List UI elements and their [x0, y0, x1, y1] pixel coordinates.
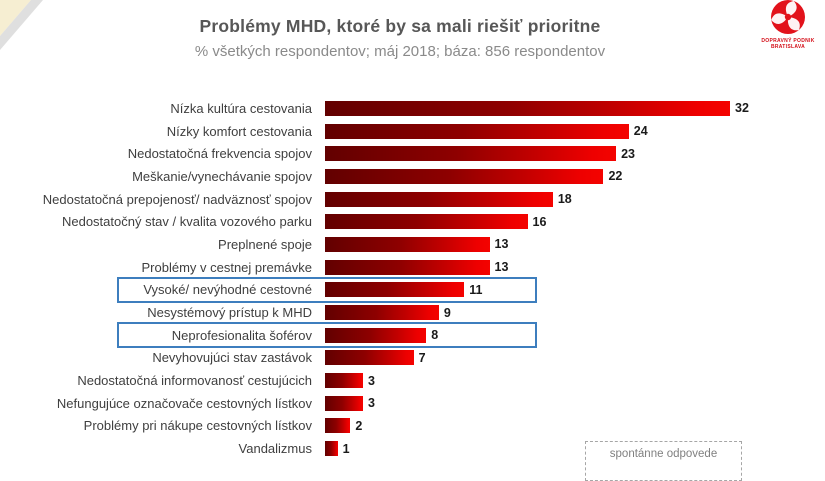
chart-row: Nevyhovujúci stav zastávok 7 — [0, 347, 825, 370]
category-label: Nízky komfort cestovania — [166, 123, 312, 139]
value-label: 2 — [355, 418, 363, 433]
chart-row: Nízka kultúra cestovania 32 — [0, 97, 825, 120]
value-label: 13 — [494, 237, 509, 252]
chart-row: Nedostatočná prepojenosť/ nadväznosť spo… — [0, 188, 825, 211]
chart-row: Meškanie/vynechávanie spojov 22 — [0, 165, 825, 188]
chart-row: Preplnené spoje 13 — [0, 233, 825, 256]
bar — [325, 373, 363, 389]
category-label: Nesystémový prístup k MHD — [147, 305, 312, 321]
category-label: Nedostatočný stav / kvalita vozového par… — [61, 214, 312, 230]
category-label: Nízka kultúra cestovania — [170, 100, 312, 116]
value-label: 23 — [621, 146, 635, 161]
value-label: 13 — [494, 260, 509, 275]
highlight-box — [117, 276, 537, 303]
value-label: 8 — [431, 328, 439, 343]
chart-subtitle: % všetkých respondentov; máj 2018; báza:… — [194, 43, 606, 60]
value-label: 16 — [532, 214, 547, 229]
bar — [325, 327, 427, 343]
logo-text-line2: BRATISLAVA — [770, 44, 806, 50]
logo-text-line1: DOPRAVNÝ PODNIK — [761, 38, 815, 44]
bar — [325, 395, 363, 411]
chart-title: Problémy MHD, ktoré by sa mali riešiť pr… — [199, 16, 601, 36]
bar-chart: Nízka kultúra cestovania 32 Nízky komfort … — [0, 97, 825, 460]
bar — [325, 123, 629, 139]
bar — [325, 418, 351, 434]
value-label: 3 — [367, 373, 375, 388]
footnote-box: spontánne odpovede — [585, 441, 742, 481]
bar — [325, 282, 465, 298]
bar — [325, 236, 490, 252]
chart-row: Nedostatočná frekvencia spojov 23 — [0, 142, 825, 165]
highlight-box — [117, 322, 537, 349]
category-label: Nevyhovujúci stav zastávok — [152, 350, 312, 366]
chart-row: Nedostatočný stav / kvalita vozového par… — [0, 210, 825, 233]
bar — [325, 350, 414, 366]
category-label: Neprofesionalita šoférov — [171, 327, 312, 343]
bar — [325, 259, 490, 275]
bar — [325, 146, 617, 162]
bar — [325, 214, 528, 230]
chart-header: Problémy MHD, ktoré by sa mali riešiť pr… — [0, 16, 800, 60]
slide-corner-decoration — [0, 0, 70, 70]
chart-row: Problémy v cestnej premávke 13 — [0, 256, 825, 279]
category-label: Vysoké/ nevýhodné cestovné — [143, 282, 312, 298]
category-label: Problémy v cestnej premávke — [141, 259, 312, 275]
chart-row: Nesystémový prístup k MHD 9 — [0, 301, 825, 324]
category-label: Preplnené spoje — [218, 236, 312, 252]
chart-row: Problémy pri nákupe cestovných lístkov 2 — [0, 415, 825, 438]
dpb-logo-icon — [771, 0, 805, 34]
value-label: 1 — [342, 441, 350, 456]
bar — [325, 441, 338, 457]
value-label: 7 — [418, 350, 426, 365]
value-label: 11 — [469, 282, 483, 297]
bar — [325, 191, 553, 207]
footnote-label: spontánne odpovede — [609, 448, 718, 460]
category-label: Nedostatočná prepojenosť/ nadväznosť spo… — [42, 191, 312, 207]
chart-row: Nedostatočná informovanosť cestujúcich 3 — [0, 369, 825, 392]
category-label: Meškanie/vynechávanie spojov — [132, 168, 312, 184]
category-label: Nefungujúce označovače cestovných lístko… — [56, 395, 312, 411]
category-label: Nedostatočná informovanosť cestujúcich — [77, 373, 312, 389]
value-label: 22 — [608, 169, 623, 184]
chart-row: Nízky komfort cestovania 24 — [0, 120, 825, 143]
category-label: Problémy pri nákupe cestovných lístkov — [83, 418, 312, 434]
value-label: 18 — [557, 192, 572, 207]
chart-row: Vysoké/ nevýhodné cestovné 11 — [0, 276, 825, 303]
chart-row: Neprofesionalita šoférov 8 — [0, 322, 825, 349]
bar — [325, 305, 439, 321]
value-label: 9 — [443, 305, 451, 320]
chart-row: Vandalizmus 1 — [0, 437, 825, 460]
dpb-logo: DOPRAVNÝ PODNIK BRATISLAVA — [759, 0, 817, 50]
corner-decoration-graphic — [0, 0, 43, 50]
bar — [325, 168, 604, 184]
chart-row: Nefungujúce označovače cestovných lístko… — [0, 392, 825, 415]
value-label: 32 — [735, 101, 749, 116]
value-label: 24 — [633, 124, 648, 139]
value-label: 3 — [367, 396, 375, 411]
category-label: Vandalizmus — [238, 441, 312, 457]
bar — [325, 100, 730, 116]
category-label: Nedostatočná frekvencia spojov — [127, 146, 312, 162]
